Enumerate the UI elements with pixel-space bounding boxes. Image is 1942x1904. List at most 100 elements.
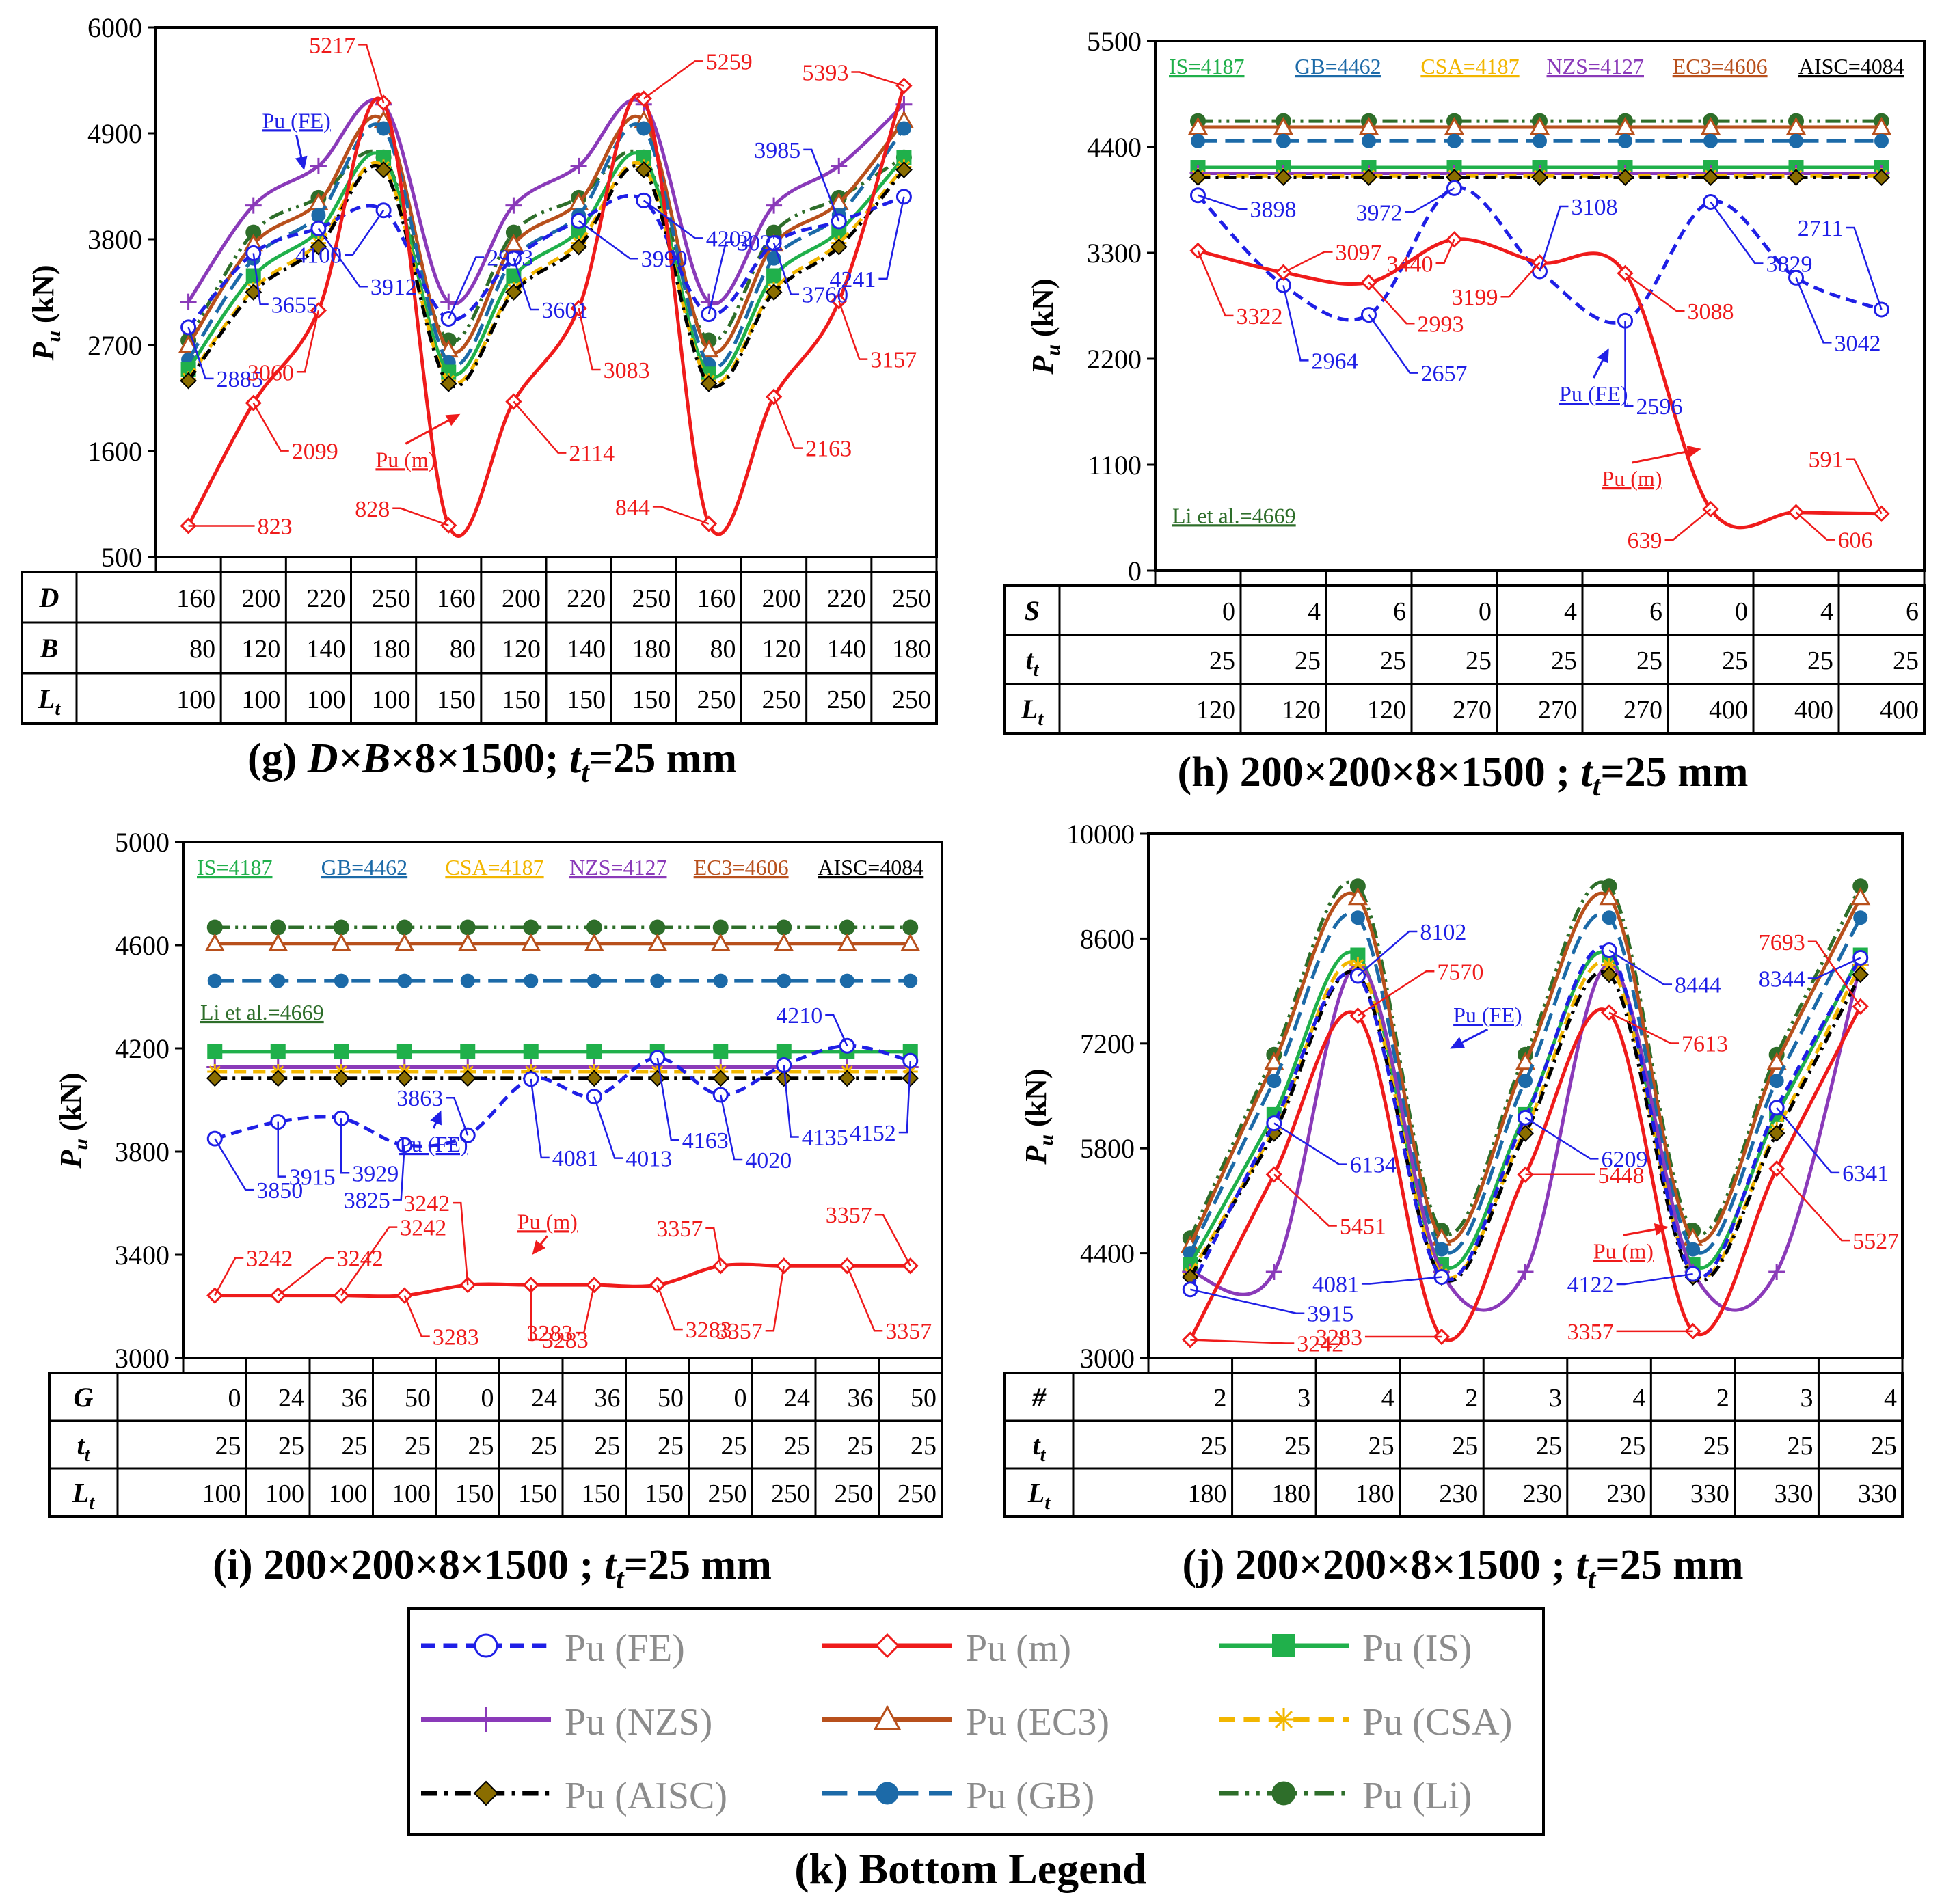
y-axis-label: Pu (kN) xyxy=(1019,1068,1057,1165)
point-EC3 xyxy=(1187,116,1209,135)
code-value-label: NZS=4127 xyxy=(569,855,667,880)
y-axis-label: Pu (kN) xyxy=(27,264,65,361)
table-cell: 140 xyxy=(827,635,866,664)
point-AISC xyxy=(1189,169,1206,186)
series-line-AISC xyxy=(187,164,906,388)
code-value-label: EC3=4606 xyxy=(1673,54,1768,79)
point-EC3 xyxy=(1700,116,1721,135)
label-leader xyxy=(530,1285,539,1341)
table-row-label-main: t xyxy=(1033,1430,1042,1460)
point-IS xyxy=(460,1044,476,1059)
label-leader xyxy=(838,301,868,360)
series-GB xyxy=(207,973,918,988)
table-cell: 25 xyxy=(1380,647,1406,675)
table-cell: 24 xyxy=(784,1384,810,1413)
series-GB xyxy=(181,121,911,372)
table-cell: 250 xyxy=(372,584,411,613)
table-row-label: Lt xyxy=(38,683,61,720)
point-AISC xyxy=(505,284,522,301)
table-cell: 25 xyxy=(1893,647,1919,675)
point-EC3 xyxy=(394,933,415,951)
caption-part: =25 mm xyxy=(624,1542,772,1588)
annotation-arrowhead xyxy=(1686,445,1701,458)
caption-part: t xyxy=(616,1564,625,1595)
point-EC3 xyxy=(699,339,719,358)
legend-item-label: Pu (CSA) xyxy=(1362,1701,1512,1743)
table-row-label-main: L xyxy=(38,683,55,714)
point-AISC xyxy=(459,1070,476,1087)
point-EC3 xyxy=(331,933,351,951)
data-label: 3898 xyxy=(1250,198,1297,223)
point-EC3 xyxy=(647,933,668,951)
point-CSA xyxy=(1602,957,1617,973)
table-cell: 150 xyxy=(455,1480,494,1508)
label-leader xyxy=(1608,1011,1680,1044)
table-cell: 0 xyxy=(228,1384,241,1413)
label-leader xyxy=(513,400,567,454)
label-leader xyxy=(1357,970,1435,1017)
data-label: 4081 xyxy=(552,1146,599,1171)
data-label: 5448 xyxy=(1598,1163,1645,1188)
point-GB xyxy=(713,973,728,988)
legend-item-label: Pu (IS) xyxy=(1362,1627,1472,1670)
table-cell: 25 xyxy=(1807,647,1833,675)
data-label: 4081 xyxy=(1312,1273,1359,1298)
code-value-label: IS=4187 xyxy=(1169,54,1245,79)
series-CSA xyxy=(180,159,912,389)
point-EC3 xyxy=(710,933,731,951)
table-cell: 25 xyxy=(1619,1432,1645,1460)
point-AISC xyxy=(1873,169,1890,186)
y-tick-label: 500 xyxy=(101,542,142,573)
point-GB xyxy=(376,121,391,136)
table-cell: 25 xyxy=(531,1432,557,1460)
code-value-label: IS=4187 xyxy=(197,855,273,880)
legend-item-label: Pu (NZS) xyxy=(565,1701,712,1743)
table-row-label: G xyxy=(74,1382,94,1413)
table-cell: 50 xyxy=(911,1384,936,1413)
label-leader xyxy=(1435,239,1455,264)
y-label-unit: (kN) xyxy=(1026,278,1060,344)
label-leader xyxy=(1198,194,1248,210)
point-IS xyxy=(245,268,261,284)
table-cell: 25 xyxy=(1452,1432,1478,1460)
label-leader xyxy=(1361,1276,1442,1285)
label-leader xyxy=(392,507,449,526)
table-cell: 250 xyxy=(835,1480,874,1508)
annotation-arrowhead xyxy=(1654,1223,1669,1236)
data-label: 2885 xyxy=(217,367,263,392)
point-IS xyxy=(523,1044,539,1059)
point-GB xyxy=(1853,910,1868,925)
table-cell: 400 xyxy=(1880,696,1919,724)
table-cell: 25 xyxy=(1295,647,1321,675)
point-AISC xyxy=(712,1070,729,1087)
label-leader xyxy=(643,60,703,100)
point-GB xyxy=(1602,910,1617,925)
point-AISC xyxy=(838,1070,856,1087)
table-cell: 150 xyxy=(632,685,671,714)
param-table xyxy=(1003,1372,1904,1518)
point-Li xyxy=(333,919,349,936)
table-row-label-sub: t xyxy=(1040,1445,1047,1466)
series-IS xyxy=(207,1044,918,1059)
point-AISC xyxy=(1702,169,1719,186)
point-EC3 xyxy=(1785,116,1807,135)
legend-swatch-marker xyxy=(874,1633,900,1659)
table-cell: 100 xyxy=(241,685,280,714)
table-cell: 25 xyxy=(1871,1432,1897,1460)
data-label: 4020 xyxy=(745,1148,792,1173)
label-leader xyxy=(1807,940,1861,1007)
y-tick-label: 4600 xyxy=(115,930,170,961)
table-row-label: Lt xyxy=(72,1478,95,1514)
table-row-label-main: L xyxy=(1021,694,1038,724)
y-tick-label: 1600 xyxy=(87,436,142,467)
point-AISC xyxy=(830,238,848,256)
data-label: 3108 xyxy=(1572,195,1618,220)
data-label: 3990 xyxy=(641,247,688,272)
y-tick-label: 0 xyxy=(1128,556,1142,586)
y-tick-label: 3300 xyxy=(1087,238,1142,269)
data-label: 8102 xyxy=(1420,920,1466,945)
point-IS xyxy=(766,268,782,284)
data-label: 3242 xyxy=(1297,1331,1343,1357)
data-label: 6134 xyxy=(1350,1153,1397,1178)
